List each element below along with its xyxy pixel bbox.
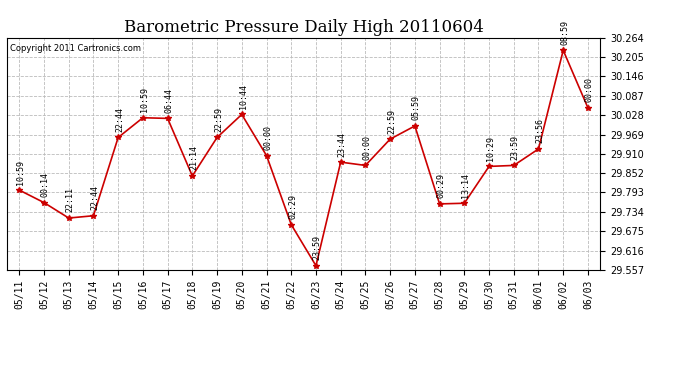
Text: 10:59: 10:59 (16, 159, 25, 184)
Text: 00:00: 00:00 (362, 135, 371, 160)
Text: 10:29: 10:29 (486, 136, 495, 161)
Title: Barometric Pressure Daily High 20110604: Barometric Pressure Daily High 20110604 (124, 19, 484, 36)
Text: Copyright 2011 Cartronics.com: Copyright 2011 Cartronics.com (10, 45, 141, 54)
Text: 23:59: 23:59 (511, 135, 520, 160)
Text: 06:44: 06:44 (164, 88, 173, 113)
Text: 10:59: 10:59 (140, 87, 149, 112)
Text: 22:11: 22:11 (66, 188, 75, 213)
Text: 23:44: 23:44 (337, 132, 346, 157)
Text: 23:56: 23:56 (535, 118, 544, 143)
Text: 22:59: 22:59 (214, 107, 223, 132)
Text: 02:29: 02:29 (288, 194, 297, 219)
Text: 22:59: 22:59 (387, 108, 396, 134)
Text: 22:44: 22:44 (115, 107, 124, 132)
Text: 00:00: 00:00 (264, 125, 273, 150)
Text: 00:29: 00:29 (437, 173, 446, 198)
Text: 00:14: 00:14 (41, 172, 50, 197)
Text: 21:14: 21:14 (189, 146, 198, 170)
Text: 00:00: 00:00 (585, 77, 594, 102)
Text: 23:59: 23:59 (313, 235, 322, 260)
Text: 08:59: 08:59 (560, 20, 569, 45)
Text: 05:59: 05:59 (412, 95, 421, 120)
Text: 10:44: 10:44 (239, 84, 248, 109)
Text: 13:14: 13:14 (461, 172, 470, 198)
Text: 22:44: 22:44 (90, 185, 99, 210)
